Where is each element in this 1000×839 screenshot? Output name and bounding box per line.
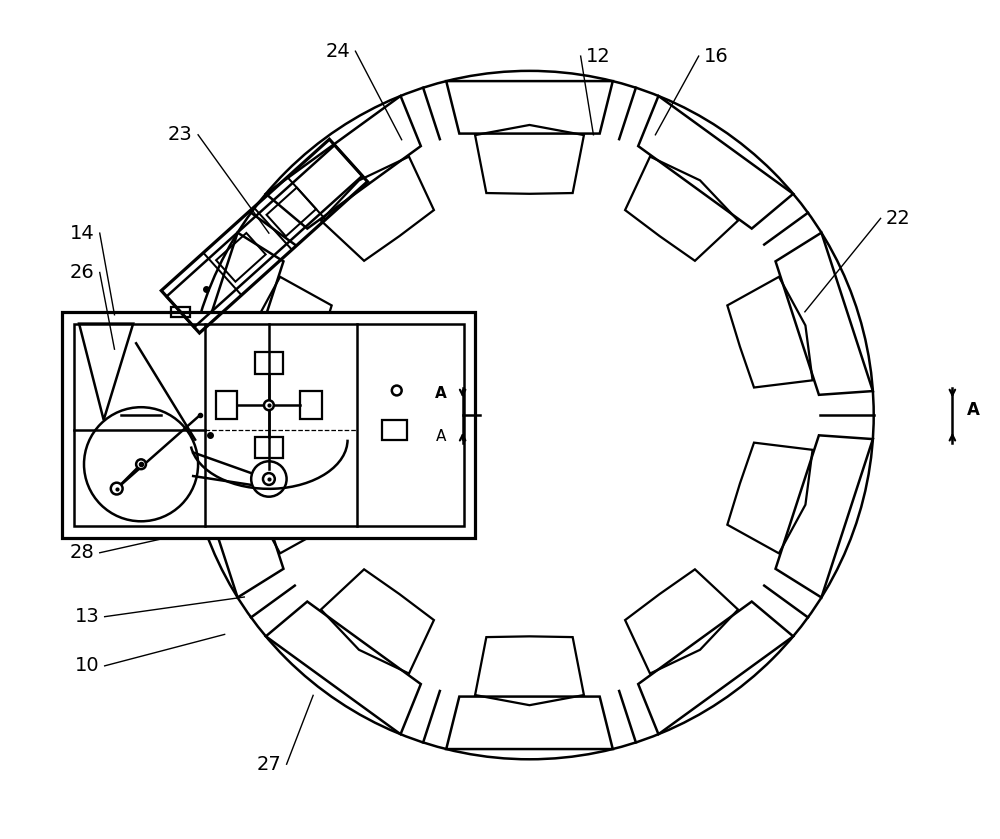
- Text: 16: 16: [704, 47, 729, 65]
- Text: A: A: [436, 430, 446, 444]
- Circle shape: [263, 473, 275, 485]
- Text: 24: 24: [325, 42, 350, 60]
- Text: 14: 14: [70, 224, 94, 242]
- Text: 23: 23: [168, 125, 193, 144]
- Text: 26: 26: [70, 263, 94, 282]
- Circle shape: [264, 400, 274, 410]
- Circle shape: [111, 482, 123, 494]
- Bar: [171, 307, 190, 317]
- Text: A: A: [435, 386, 447, 401]
- Bar: [74, 324, 464, 526]
- Circle shape: [392, 386, 402, 395]
- Text: A: A: [967, 401, 980, 420]
- Circle shape: [136, 459, 146, 469]
- Text: 28: 28: [70, 544, 94, 562]
- Text: 27: 27: [257, 755, 281, 774]
- Text: 22: 22: [886, 209, 911, 228]
- Text: 12: 12: [586, 47, 611, 65]
- Bar: [62, 312, 475, 538]
- Text: 10: 10: [75, 656, 99, 675]
- Text: 13: 13: [75, 607, 99, 626]
